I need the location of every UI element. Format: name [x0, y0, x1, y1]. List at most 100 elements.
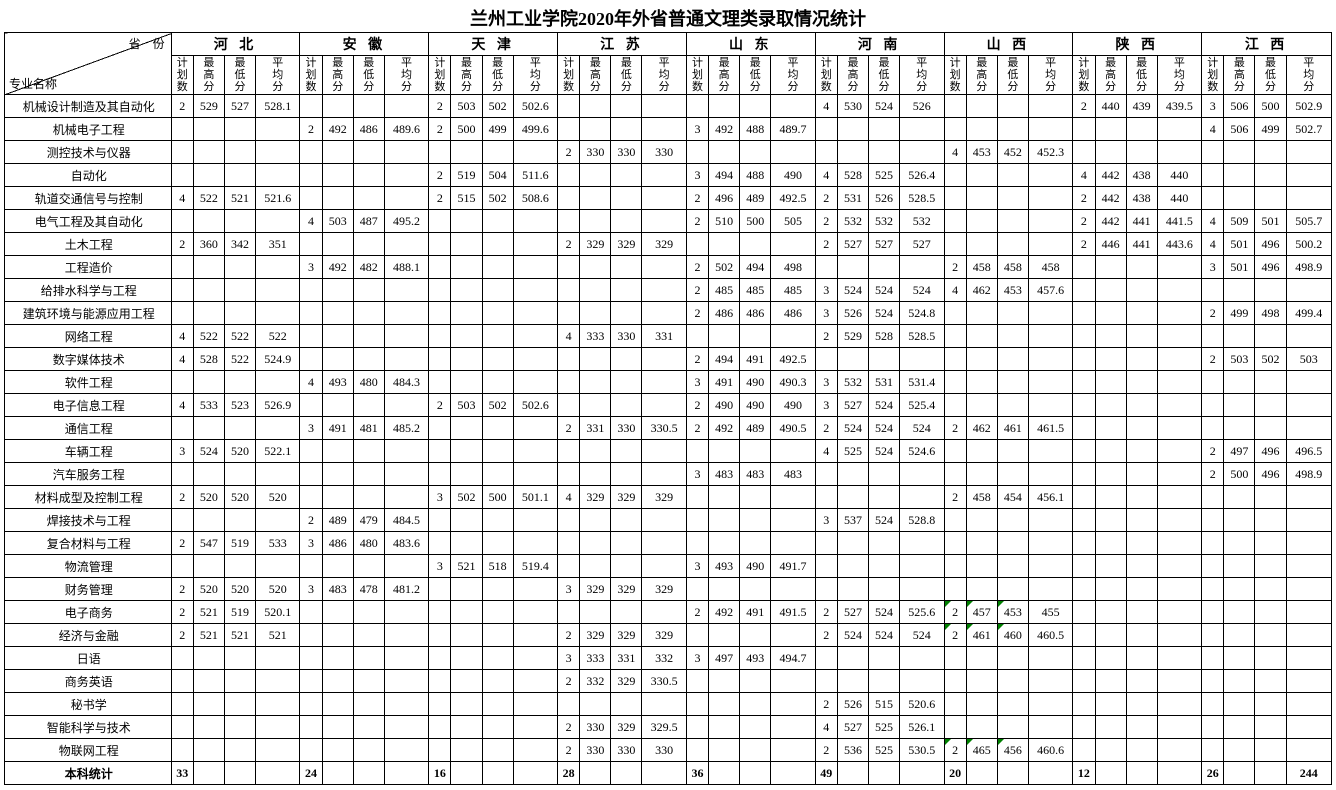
data-cell — [966, 302, 997, 325]
data-cell: 525.4 — [900, 394, 944, 417]
data-cell: 2 — [686, 302, 708, 325]
data-cell: 519 — [224, 601, 255, 624]
data-cell — [611, 555, 642, 578]
data-cell — [224, 693, 255, 716]
sub-header: 平均分 — [900, 56, 944, 95]
data-cell: 500 — [1255, 95, 1286, 118]
data-cell — [740, 440, 771, 463]
sub-header: 最高分 — [451, 56, 482, 95]
sub-header: 计划数 — [558, 56, 580, 95]
data-cell — [1095, 141, 1126, 164]
table-row: 软件工程4493480484.33491490490.33532531531.4 — [5, 371, 1332, 394]
data-cell — [1224, 555, 1255, 578]
data-cell: 504 — [482, 164, 513, 187]
data-cell — [322, 670, 353, 693]
data-cell: 3 — [815, 279, 837, 302]
data-cell: 2 — [944, 739, 966, 762]
data-cell: 2 — [558, 233, 580, 256]
data-cell — [322, 302, 353, 325]
data-cell — [171, 647, 193, 670]
data-cell — [1202, 164, 1224, 187]
data-cell — [482, 325, 513, 348]
corner-bottom-label: 专业名称 — [9, 75, 57, 92]
data-cell — [482, 302, 513, 325]
data-cell — [451, 509, 482, 532]
data-cell — [1095, 624, 1126, 647]
table-row: 工程造价3492482488.1250249449824584584583501… — [5, 256, 1332, 279]
data-cell — [1028, 509, 1072, 532]
data-cell — [611, 256, 642, 279]
data-cell: 492.5 — [771, 187, 815, 210]
data-cell — [224, 509, 255, 532]
data-cell — [1224, 394, 1255, 417]
data-cell — [815, 647, 837, 670]
data-cell: 2 — [429, 187, 451, 210]
data-cell: 2 — [300, 118, 322, 141]
data-cell: 2 — [815, 210, 837, 233]
data-cell: 4 — [171, 348, 193, 371]
data-cell: 489 — [740, 187, 771, 210]
data-cell: 2 — [429, 164, 451, 187]
sub-header: 计划数 — [815, 56, 837, 95]
data-cell — [451, 417, 482, 440]
data-cell — [1028, 233, 1072, 256]
data-cell — [513, 279, 557, 302]
data-cell: 2 — [1202, 463, 1224, 486]
data-cell: 2 — [171, 624, 193, 647]
data-cell — [580, 164, 611, 187]
data-cell: 521 — [193, 601, 224, 624]
data-cell: 522 — [256, 325, 300, 348]
data-cell: 491 — [740, 348, 771, 371]
data-cell — [686, 578, 708, 601]
data-cell — [322, 739, 353, 762]
data-cell — [256, 417, 300, 440]
data-cell: 497 — [1224, 440, 1255, 463]
data-cell — [966, 348, 997, 371]
major-name: 测控技术与仪器 — [5, 141, 172, 164]
data-cell: 332 — [642, 647, 686, 670]
totals-cell — [513, 762, 557, 785]
data-cell — [482, 348, 513, 371]
data-cell — [384, 233, 428, 256]
data-cell — [900, 532, 944, 555]
data-cell — [1073, 118, 1095, 141]
data-cell — [429, 463, 451, 486]
data-cell — [900, 647, 944, 670]
data-cell: 531.4 — [900, 371, 944, 394]
data-cell: 331 — [611, 647, 642, 670]
data-cell — [384, 716, 428, 739]
data-cell — [1255, 394, 1286, 417]
data-cell — [353, 716, 384, 739]
province-header: 山 西 — [944, 33, 1073, 56]
sub-header: 最低分 — [1255, 56, 1286, 95]
data-cell — [900, 141, 944, 164]
sub-header: 平均分 — [1028, 56, 1072, 95]
data-cell: 525 — [868, 739, 899, 762]
data-cell: 481.2 — [384, 578, 428, 601]
table-row: 电子信息工程4533523526.92503502502.62490490490… — [5, 394, 1332, 417]
data-cell — [353, 693, 384, 716]
data-cell: 494 — [709, 164, 740, 187]
data-cell — [686, 739, 708, 762]
data-cell — [384, 279, 428, 302]
data-cell: 492 — [709, 118, 740, 141]
data-cell — [193, 739, 224, 762]
data-cell — [868, 463, 899, 486]
data-cell — [513, 325, 557, 348]
data-cell — [1255, 647, 1286, 670]
data-cell — [451, 348, 482, 371]
data-cell: 489 — [740, 417, 771, 440]
data-cell — [256, 118, 300, 141]
data-cell — [513, 693, 557, 716]
data-cell — [224, 141, 255, 164]
data-cell: 498.9 — [1286, 463, 1331, 486]
data-cell: 329 — [580, 486, 611, 509]
data-cell — [611, 601, 642, 624]
data-cell: 3 — [429, 555, 451, 578]
data-cell — [1157, 486, 1201, 509]
data-cell — [256, 256, 300, 279]
data-cell: 2 — [686, 601, 708, 624]
sub-header: 计划数 — [1073, 56, 1095, 95]
province-header: 安 徽 — [300, 33, 429, 56]
data-cell — [558, 555, 580, 578]
